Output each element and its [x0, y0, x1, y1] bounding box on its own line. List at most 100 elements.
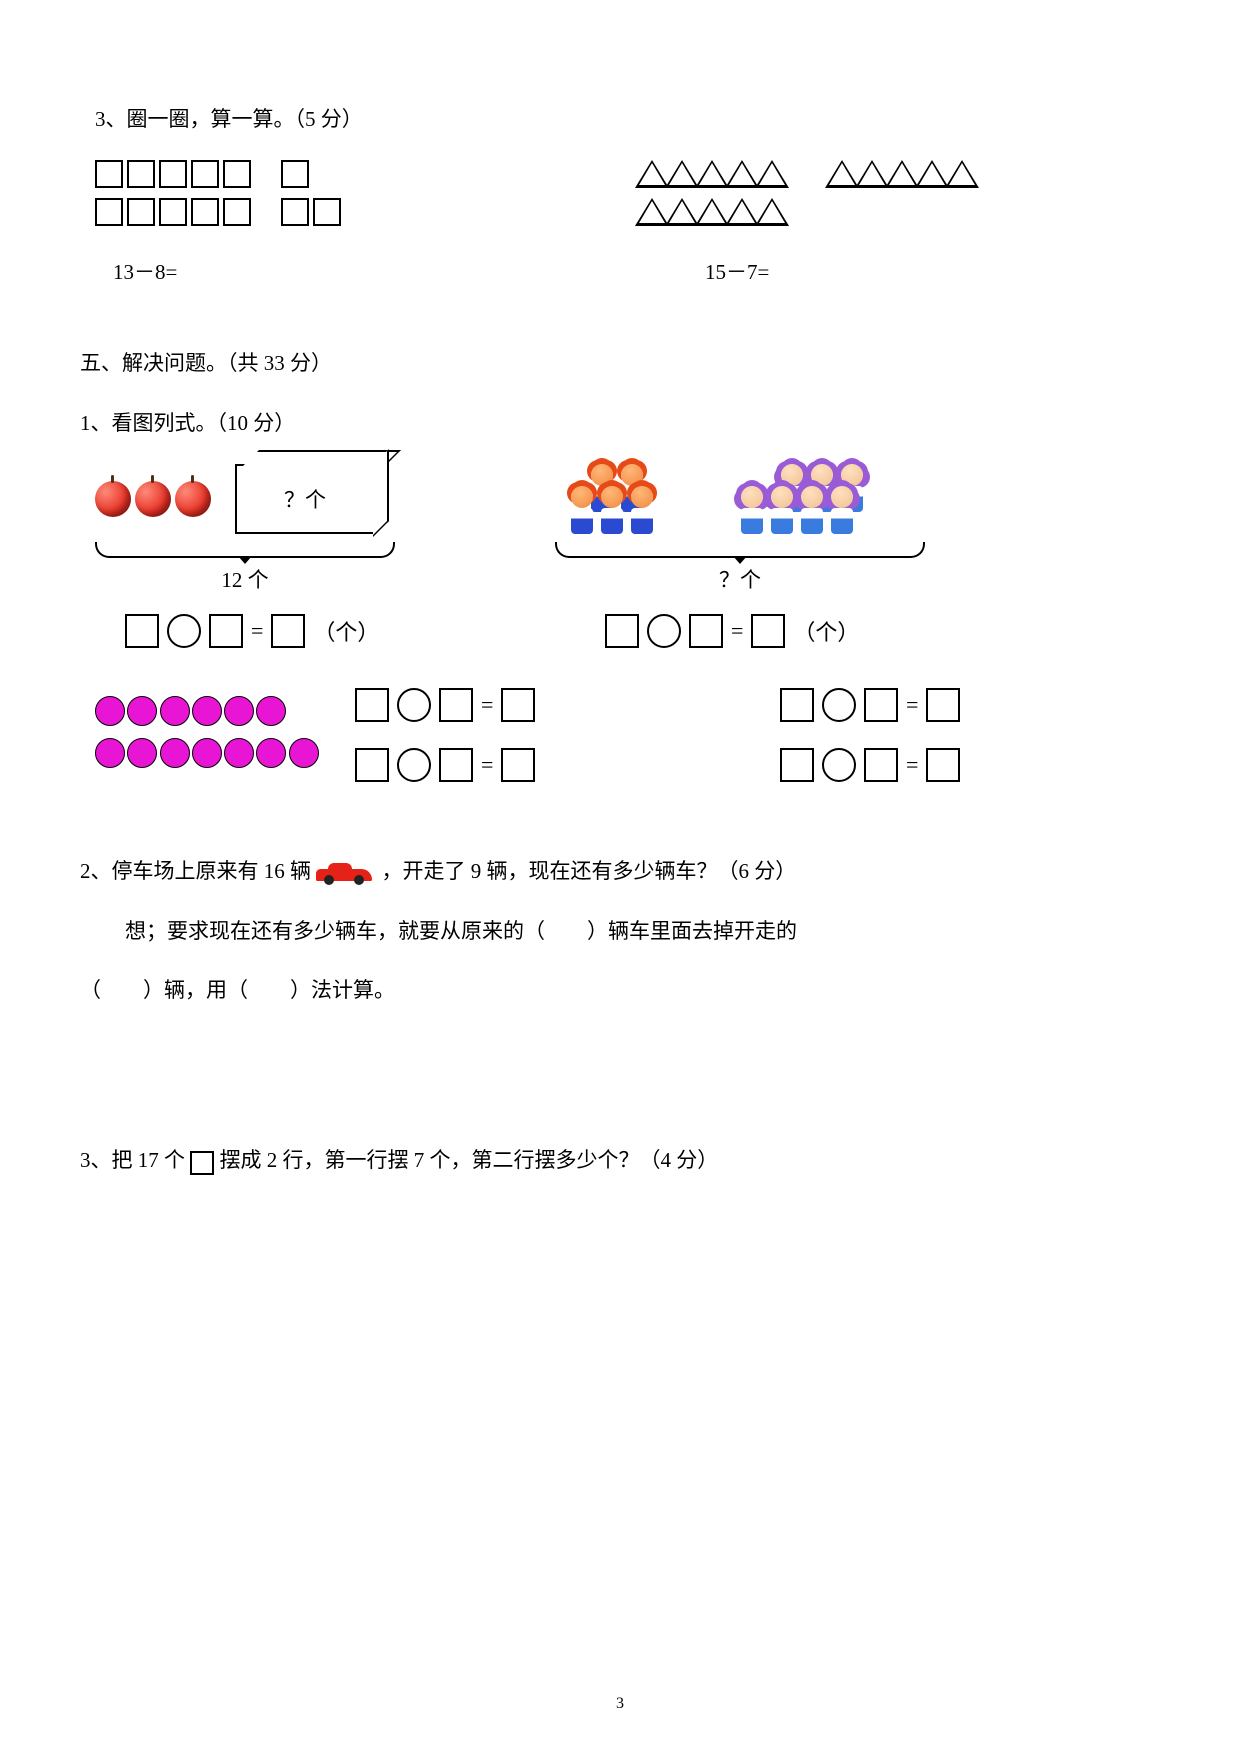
- blank-circle[interactable]: [822, 688, 856, 722]
- blank-circle[interactable]: [822, 748, 856, 782]
- p1-apples: ？个 12 个 = （个）: [95, 464, 495, 648]
- square-icon: [313, 198, 341, 226]
- square-icon: [159, 160, 187, 188]
- square-icon: [191, 160, 219, 188]
- dot-icon: [160, 738, 190, 768]
- triangle-icon: [635, 198, 669, 226]
- blank-circle[interactable]: [397, 748, 431, 782]
- dots-eq: =: [780, 748, 1145, 782]
- unit-label: （个）: [793, 615, 859, 647]
- dots-eq: =: [355, 748, 720, 782]
- kid-icon: [735, 486, 769, 534]
- p2-line2: 想；要求现在还有多少辆车，就要从原来的（ ）辆车里面去掉开走的: [125, 912, 1145, 952]
- blank-circle[interactable]: [167, 614, 201, 648]
- blank-square[interactable]: [439, 688, 473, 722]
- brace-icon: [555, 542, 925, 558]
- q3-right-eq: 15－7=: [705, 256, 1145, 286]
- triangle-icon: [855, 160, 889, 188]
- dot-icon: [256, 738, 286, 768]
- triangle-icon: [695, 198, 729, 226]
- blank-square[interactable]: [501, 748, 535, 782]
- square-group: [281, 160, 309, 188]
- equals-sign: =: [481, 752, 493, 778]
- dot-icon: [224, 738, 254, 768]
- dot-icon: [127, 738, 157, 768]
- blank-square[interactable]: [864, 748, 898, 782]
- p1-figures: ？个 12 个 = （个）: [95, 464, 1145, 648]
- triangle-icon: [825, 160, 859, 188]
- p2-text-after: ，开走了 9 辆，现在还有多少辆车？（6 分）: [382, 859, 797, 883]
- square-icon: [95, 160, 123, 188]
- kids-total: ？个: [555, 564, 925, 594]
- square-icon: [223, 198, 251, 226]
- car-icon: [316, 861, 376, 885]
- p1-kids-eq: = （个）: [605, 614, 1145, 648]
- triangle-group: [825, 160, 975, 188]
- q3-left: 13－8=: [95, 160, 605, 286]
- dots-figure: [95, 696, 355, 774]
- square-icon: [159, 198, 187, 226]
- equals-sign: =: [906, 692, 918, 718]
- dot-icon: [95, 738, 125, 768]
- brace-icon: [95, 542, 395, 558]
- square-group: [281, 198, 341, 226]
- dot-icon: [160, 696, 190, 726]
- kid-icon: [595, 486, 629, 534]
- triangle-icon: [635, 160, 669, 188]
- blank-square[interactable]: [926, 688, 960, 722]
- kid-icon: [825, 486, 859, 534]
- square-icon: [281, 160, 309, 188]
- dot-icon: [127, 696, 157, 726]
- dots-row2: [95, 738, 355, 774]
- blank-square[interactable]: [501, 688, 535, 722]
- dots-eq: =: [355, 688, 720, 722]
- blank-square[interactable]: [605, 614, 639, 648]
- blank-square[interactable]: [125, 614, 159, 648]
- kid-icon: [765, 486, 799, 534]
- blank-square[interactable]: [780, 748, 814, 782]
- dot-icon: [256, 696, 286, 726]
- apple-icon: [175, 481, 211, 517]
- dot-icon: [224, 696, 254, 726]
- kid-icon: [625, 486, 659, 534]
- triangle-icon: [665, 160, 699, 188]
- blank-square[interactable]: [439, 748, 473, 782]
- apples-total: 12 个: [95, 564, 395, 594]
- unit-label: （个）: [313, 615, 379, 647]
- p1-apples-eq: = （个）: [125, 614, 495, 648]
- p2-line3: （ ）辆，用（ ）法计算。: [80, 971, 1145, 1011]
- blank-square[interactable]: [780, 688, 814, 722]
- blank-square[interactable]: [751, 614, 785, 648]
- q3-left-eq: 13－8=: [113, 256, 605, 286]
- blank-circle[interactable]: [397, 688, 431, 722]
- square-group: [95, 198, 251, 226]
- square-icon: [281, 198, 309, 226]
- section5-title: 五、解决问题。（共 33 分）: [80, 344, 1145, 384]
- triangle-icon: [915, 160, 949, 188]
- square-group: [95, 160, 251, 188]
- blank-circle[interactable]: [647, 614, 681, 648]
- dots-eq: =: [780, 688, 1145, 722]
- triangle-icon: [755, 160, 789, 188]
- blank-square[interactable]: [689, 614, 723, 648]
- p2-line1: 2、停车场上原来有 16 辆 ，开走了 9 辆，现在还有多少辆车？（6 分）: [80, 852, 1145, 892]
- q3-right-row2: [635, 198, 1145, 226]
- blank-square[interactable]: [355, 688, 389, 722]
- blank-square[interactable]: [271, 614, 305, 648]
- blank-square[interactable]: [926, 748, 960, 782]
- dots-row1: [95, 696, 355, 732]
- p3-text-after: 摆成 2 行，第一行摆 7 个，第二行摆多少个？（4 分）: [220, 1148, 719, 1172]
- q3-right-row1: [635, 160, 1145, 188]
- blank-square[interactable]: [209, 614, 243, 648]
- triangle-icon: [725, 198, 759, 226]
- blue-kids-group: [555, 464, 695, 534]
- blank-square[interactable]: [355, 748, 389, 782]
- purple-kids-group: [725, 464, 935, 534]
- blank-square[interactable]: [864, 688, 898, 722]
- square-icon: [191, 198, 219, 226]
- triangle-group: [635, 160, 785, 188]
- apple-icon: [95, 481, 131, 517]
- apples-row: ？个: [95, 464, 495, 534]
- square-icon: [190, 1151, 214, 1175]
- equals-sign: =: [481, 692, 493, 718]
